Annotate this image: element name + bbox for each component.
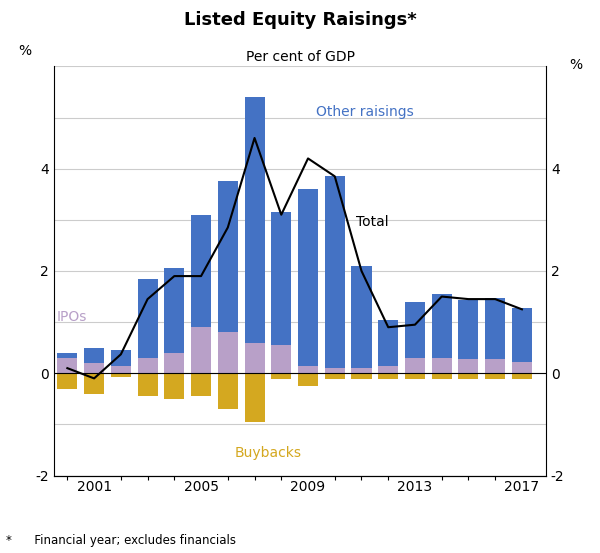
Bar: [245, 373, 265, 422]
Bar: [512, 362, 532, 373]
Bar: [191, 215, 211, 327]
Bar: [378, 373, 398, 379]
Bar: [191, 327, 211, 373]
Bar: [512, 373, 532, 379]
Bar: [245, 97, 265, 343]
Bar: [137, 279, 158, 358]
Bar: [245, 343, 265, 373]
Bar: [84, 373, 104, 394]
Bar: [191, 373, 211, 397]
Bar: [458, 300, 478, 359]
Bar: [58, 373, 77, 389]
Bar: [111, 373, 131, 377]
Bar: [352, 266, 371, 368]
Bar: [218, 332, 238, 373]
Bar: [218, 181, 238, 332]
Bar: [137, 358, 158, 373]
Bar: [431, 358, 452, 373]
Text: Other raisings: Other raisings: [316, 106, 414, 119]
Bar: [111, 366, 131, 373]
Bar: [431, 294, 452, 358]
Bar: [218, 373, 238, 409]
Bar: [378, 320, 398, 366]
Bar: [271, 373, 292, 379]
Bar: [271, 212, 292, 345]
Bar: [164, 353, 184, 373]
Bar: [298, 373, 318, 386]
Bar: [405, 358, 425, 373]
Bar: [325, 368, 345, 373]
Bar: [512, 309, 532, 362]
Title: Per cent of GDP: Per cent of GDP: [245, 50, 355, 64]
Bar: [58, 358, 77, 373]
Bar: [405, 373, 425, 379]
Bar: [325, 373, 345, 379]
Bar: [298, 189, 318, 366]
Bar: [84, 363, 104, 373]
Bar: [164, 373, 184, 399]
Bar: [298, 366, 318, 373]
Bar: [431, 373, 452, 379]
Bar: [405, 302, 425, 358]
Text: Buybacks: Buybacks: [235, 446, 301, 460]
Bar: [271, 345, 292, 373]
Bar: [485, 373, 505, 379]
Bar: [458, 373, 478, 379]
Bar: [352, 368, 371, 373]
Bar: [58, 353, 77, 358]
Text: Total: Total: [356, 215, 389, 229]
Y-axis label: %: %: [18, 44, 31, 58]
Bar: [352, 373, 371, 379]
Y-axis label: %: %: [569, 58, 582, 72]
Bar: [378, 366, 398, 373]
Bar: [84, 348, 104, 363]
Bar: [137, 373, 158, 397]
Text: IPOs: IPOs: [56, 310, 87, 324]
Bar: [485, 359, 505, 373]
Bar: [325, 176, 345, 368]
Bar: [164, 268, 184, 353]
Text: *      Financial year; excludes financials: * Financial year; excludes financials: [6, 534, 236, 547]
Bar: [111, 350, 131, 366]
Bar: [458, 359, 478, 373]
Bar: [485, 298, 505, 359]
Text: Listed Equity Raisings*: Listed Equity Raisings*: [184, 11, 416, 29]
